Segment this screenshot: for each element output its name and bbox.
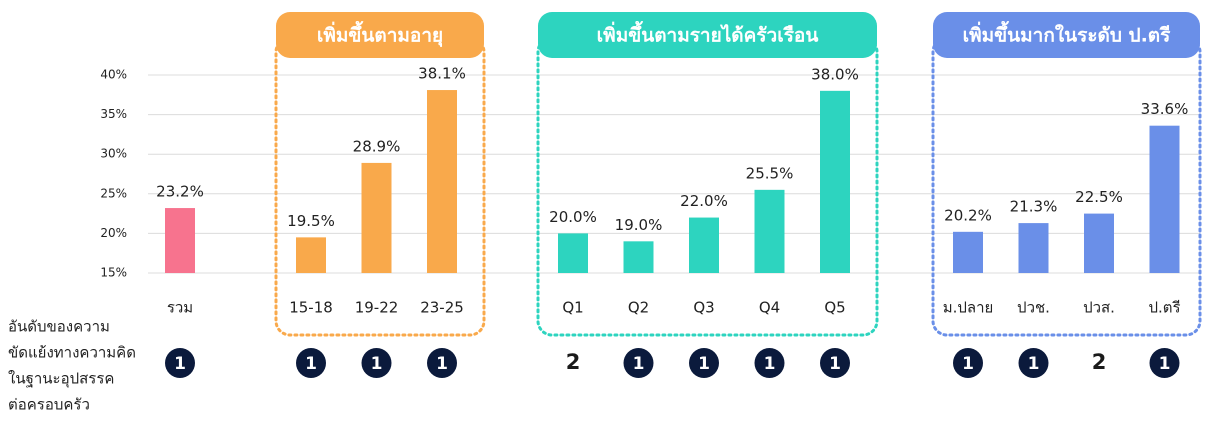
rank-badge (689, 348, 719, 378)
bar (953, 231, 983, 273)
rank: 1 (698, 354, 710, 374)
bar (1149, 125, 1180, 273)
bar (689, 217, 719, 273)
rank: 1 (174, 354, 186, 374)
x-tick-label: รวม (167, 299, 193, 317)
bar (820, 90, 850, 273)
rank-label: อันดับของความ (8, 318, 110, 336)
rank-badge (1018, 348, 1049, 378)
value-label: 20.2% (944, 206, 992, 224)
x-tick-label: Q2 (628, 299, 649, 317)
group-title: เพิ่มขึ้นตามอายุ (317, 21, 443, 48)
group-title: เพิ่มขึ้นตามรายได้ครัวเรือน (597, 21, 819, 47)
rank-badge (754, 348, 785, 378)
x-tick-label: ม.ปลาย (943, 299, 994, 317)
rank: 1 (633, 354, 645, 374)
rank: 1 (436, 354, 448, 374)
value-label: 38.1% (418, 65, 466, 83)
rank: 1 (1159, 354, 1171, 374)
group-title: เพิ่มขึ้นมากในระดับ ป.ตรี (963, 21, 1172, 47)
bar (361, 162, 392, 273)
x-tick-label: 23-25 (420, 299, 464, 317)
value-label: 23.2% (156, 183, 204, 201)
value-label: 38.0% (811, 65, 859, 83)
rank: 1 (764, 354, 776, 374)
x-tick-label: Q5 (824, 299, 845, 317)
y-tick-label: 15% (100, 266, 127, 280)
rank-badge (427, 348, 457, 378)
x-tick-label: 19-22 (355, 299, 399, 317)
rank: 2 (1092, 350, 1107, 374)
rank-badge (1149, 348, 1180, 378)
bar (296, 237, 326, 273)
rank: 1 (1028, 354, 1040, 374)
rank-badge (953, 348, 983, 378)
y-tick-label: 35% (100, 107, 127, 121)
value-label: 19.0% (615, 216, 663, 234)
rank: 1 (371, 354, 383, 374)
rank-badge (820, 348, 850, 378)
rank-label: ต่อครอบครัว (8, 396, 90, 414)
x-tick-label: 15-18 (289, 299, 333, 317)
value-label: 21.3% (1010, 198, 1058, 216)
y-tick-label: 20% (100, 226, 127, 240)
rank-badge (296, 348, 326, 378)
x-tick-label: Q3 (693, 299, 714, 317)
rank: 1 (305, 354, 317, 374)
rank-label: ขัดแย้งทางความคิด (8, 344, 136, 362)
x-tick-label: ปวช. (1017, 299, 1050, 317)
rank: 2 (566, 350, 581, 374)
x-tick-label: Q1 (562, 299, 583, 317)
rank-badge (623, 348, 654, 378)
bar (623, 241, 654, 273)
x-tick-label: Q4 (759, 299, 780, 317)
x-tick-label: ป.ตรี (1148, 299, 1180, 317)
y-tick-label: 25% (100, 186, 127, 200)
bar (165, 208, 195, 273)
y-tick-label: 40% (100, 68, 127, 82)
rank-badge (361, 348, 392, 378)
value-label: 22.5% (1075, 188, 1123, 206)
group-header (933, 12, 1200, 58)
bar (427, 90, 457, 273)
rank-label: ในฐานะอุปสรรค (8, 370, 114, 389)
value-label: 28.9% (353, 137, 401, 155)
value-label: 22.0% (680, 192, 728, 210)
bar (1084, 213, 1114, 273)
bar (1018, 223, 1049, 273)
bar (754, 189, 785, 273)
value-label: 25.5% (746, 164, 794, 182)
value-label: 33.6% (1141, 100, 1189, 118)
rank-badge (165, 348, 195, 378)
rank: 1 (829, 354, 841, 374)
bar (558, 233, 588, 273)
group-header (538, 12, 877, 58)
rank: 1 (962, 354, 974, 374)
x-tick-label: ปวส. (1083, 299, 1115, 317)
value-label: 20.0% (549, 208, 597, 226)
value-label: 19.5% (287, 212, 335, 230)
y-tick-label: 30% (100, 147, 127, 161)
group-header (276, 12, 484, 58)
